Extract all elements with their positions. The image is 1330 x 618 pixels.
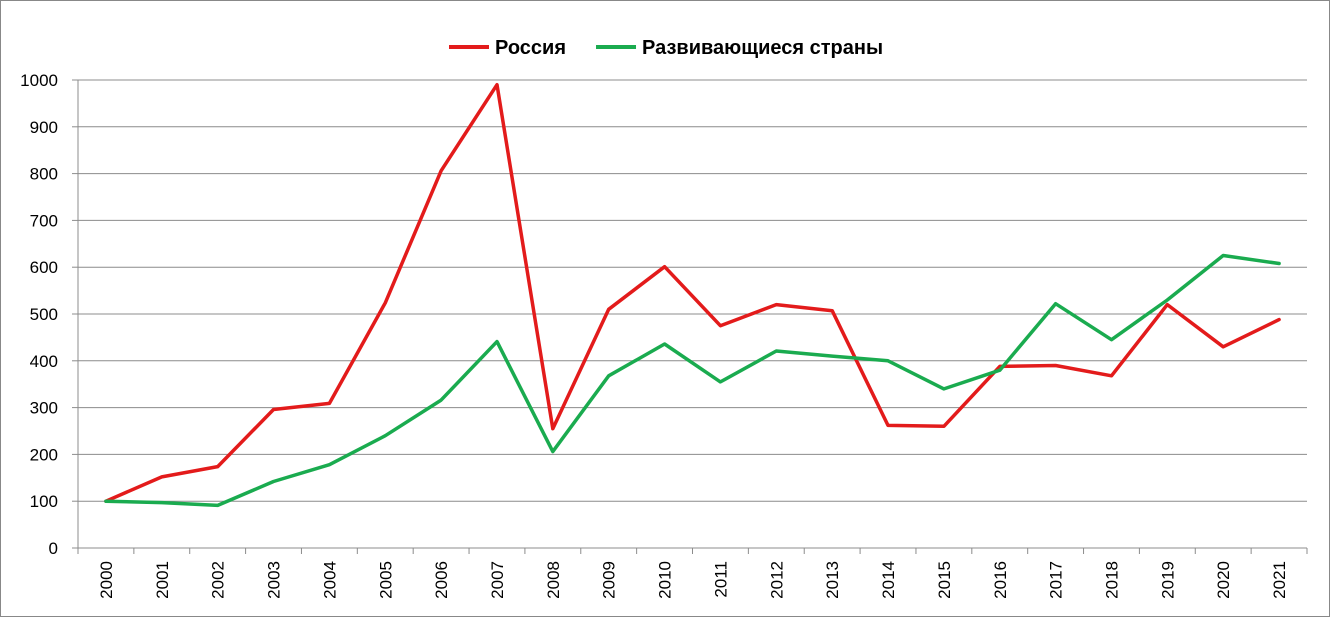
x-tick-label: 2006 — [432, 561, 451, 599]
y-tick-label: 200 — [30, 445, 58, 464]
legend: Россия Развивающиеся страны — [449, 37, 883, 59]
x-tick-label: 2005 — [376, 561, 395, 599]
y-tick-label: 500 — [30, 305, 58, 324]
x-tick-label: 2015 — [935, 561, 954, 599]
y-tick-label: 300 — [30, 399, 58, 418]
x-tick-label: 2001 — [153, 561, 172, 599]
y-tick-label: 400 — [30, 352, 58, 371]
x-tick-label: 2004 — [320, 561, 339, 599]
x-tick-label: 2003 — [265, 561, 284, 599]
x-tick-label: 2002 — [209, 561, 228, 599]
x-tick-label: 2009 — [600, 561, 619, 599]
x-tick-label: 2011 — [711, 561, 730, 598]
x-tick-label: 2017 — [1047, 561, 1066, 599]
x-tick-labels: 2000 2001 2002 2003 2004 2005 2006 2007 2008 2009… — [97, 561, 1289, 599]
legend-label-1: Россия — [495, 37, 566, 59]
x-tick-label: 2008 — [544, 561, 563, 599]
x-tick-label: 2014 — [879, 561, 898, 599]
x-tick-label: 2000 — [97, 561, 116, 599]
x-tick-label: 2021 — [1270, 561, 1289, 599]
y-tick-label: 1000 — [20, 71, 58, 90]
axes — [72, 79, 1308, 554]
x-tick-label: 2012 — [767, 561, 786, 599]
x-tick-label: 2010 — [656, 561, 675, 599]
y-tick-label: 700 — [30, 211, 58, 230]
series-line-1 — [104, 82, 1281, 503]
legend-label-2: Развивающиеся страны — [642, 37, 883, 59]
series-line-2 — [104, 253, 1281, 508]
x-tick-label: 2007 — [488, 561, 507, 599]
y-tick-label: 100 — [30, 492, 58, 511]
gridlines — [78, 79, 1307, 502]
x-tick-label: 2016 — [991, 561, 1010, 599]
x-tick-label: 2013 — [823, 561, 842, 599]
x-tick-label: 2018 — [1102, 561, 1121, 599]
y-tick-label: 900 — [30, 118, 58, 137]
series-lines — [104, 82, 1281, 508]
x-tick-label: 2019 — [1158, 561, 1177, 599]
y-tick-label: 600 — [30, 258, 58, 277]
x-tick-label: 2020 — [1214, 561, 1233, 599]
y-tick-label: 800 — [30, 165, 58, 184]
y-tick-labels: 0 100 200 300 400 500 600 700 800 900 1000 — [20, 71, 58, 558]
y-tick-label: 0 — [49, 539, 58, 558]
